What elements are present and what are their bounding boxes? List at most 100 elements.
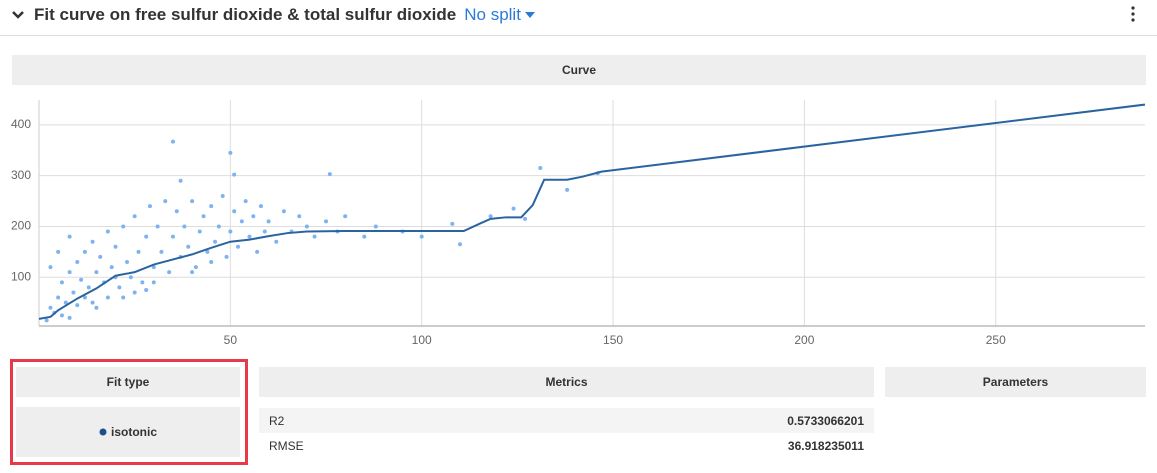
point [209, 260, 214, 265]
point [324, 219, 329, 224]
point [255, 249, 260, 254]
fit-header: Fit type [16, 367, 240, 397]
point [251, 214, 256, 219]
point [178, 178, 183, 183]
point [523, 216, 528, 221]
point [151, 265, 156, 270]
point [201, 214, 206, 219]
point [362, 234, 367, 239]
chart: 100 200 300 400 50 100 150 200 250 [11, 100, 1146, 347]
x-tick-label: 250 [986, 333, 1006, 347]
point [297, 214, 302, 219]
point [224, 254, 229, 259]
point [48, 305, 53, 310]
header-title: Fit curve on free sulfur dioxide & total… [34, 5, 457, 24]
metrics-header: Metrics [259, 367, 874, 397]
point [232, 172, 237, 177]
split-dropdown[interactable]: No split [464, 5, 535, 25]
point [94, 270, 99, 275]
point [67, 234, 72, 239]
point [197, 229, 202, 234]
fit-dot [99, 428, 107, 436]
point [109, 265, 114, 270]
point [82, 249, 87, 254]
point [63, 300, 68, 305]
point [94, 305, 99, 310]
point [98, 254, 103, 259]
point [327, 172, 332, 177]
point [373, 224, 378, 229]
point [312, 234, 317, 239]
point [258, 204, 263, 209]
point [239, 219, 244, 224]
point [125, 260, 130, 265]
point [82, 295, 87, 300]
point [190, 270, 195, 275]
point [105, 229, 110, 234]
point [281, 209, 286, 214]
point [86, 285, 91, 290]
point [121, 295, 126, 300]
point [343, 214, 348, 219]
metric-row: RMSE 36.918235011 [259, 433, 874, 458]
x-tick-label: 50 [224, 333, 238, 347]
point [170, 139, 175, 144]
metric-row: R2 0.5733066201 [259, 408, 874, 433]
point [144, 234, 149, 239]
point [511, 206, 516, 211]
point [236, 244, 241, 249]
point [75, 260, 80, 265]
point [132, 290, 137, 295]
point [174, 209, 179, 214]
metric-name: R2 [269, 413, 285, 428]
split-label: No split [464, 5, 521, 24]
point [90, 239, 95, 244]
collapse-chevron[interactable] [10, 7, 26, 23]
fit-row: isotonic [16, 407, 240, 457]
point [121, 224, 126, 229]
fit-label: isotonic [110, 425, 157, 439]
point [538, 166, 543, 171]
metric-value: 0.5733066201 [787, 413, 864, 428]
point [232, 209, 237, 214]
point [190, 199, 195, 204]
x-tick-label: 200 [794, 333, 814, 347]
point [67, 270, 72, 275]
parameters-header: Parameters [885, 367, 1146, 397]
point [128, 275, 133, 280]
point [105, 295, 110, 300]
point [155, 224, 160, 229]
point [151, 280, 156, 285]
point [48, 265, 53, 270]
point [147, 204, 152, 209]
point [136, 249, 141, 254]
point [56, 249, 61, 254]
point [247, 234, 252, 239]
point [243, 199, 248, 204]
point [220, 193, 225, 198]
chart-title: Curve [12, 55, 1146, 85]
x-tick-label: 150 [603, 333, 623, 347]
y-tick-label: 200 [11, 219, 31, 233]
more-menu[interactable] [1126, 5, 1140, 23]
point [144, 287, 149, 292]
point [170, 234, 175, 239]
y-tick-label: 100 [11, 269, 31, 283]
point [182, 224, 187, 229]
point [209, 204, 214, 209]
point [488, 214, 493, 219]
point [167, 270, 172, 275]
point [44, 318, 49, 323]
header: Fit curve on free sulfur dioxide & total… [10, 2, 535, 28]
point [274, 239, 279, 244]
point [113, 244, 118, 249]
point [228, 229, 233, 234]
fit-line [38, 103, 1146, 320]
point [132, 214, 137, 219]
point [186, 244, 191, 249]
divider [0, 35, 1157, 36]
point [450, 221, 455, 226]
dropdown-caret [524, 12, 535, 18]
point [213, 239, 218, 244]
